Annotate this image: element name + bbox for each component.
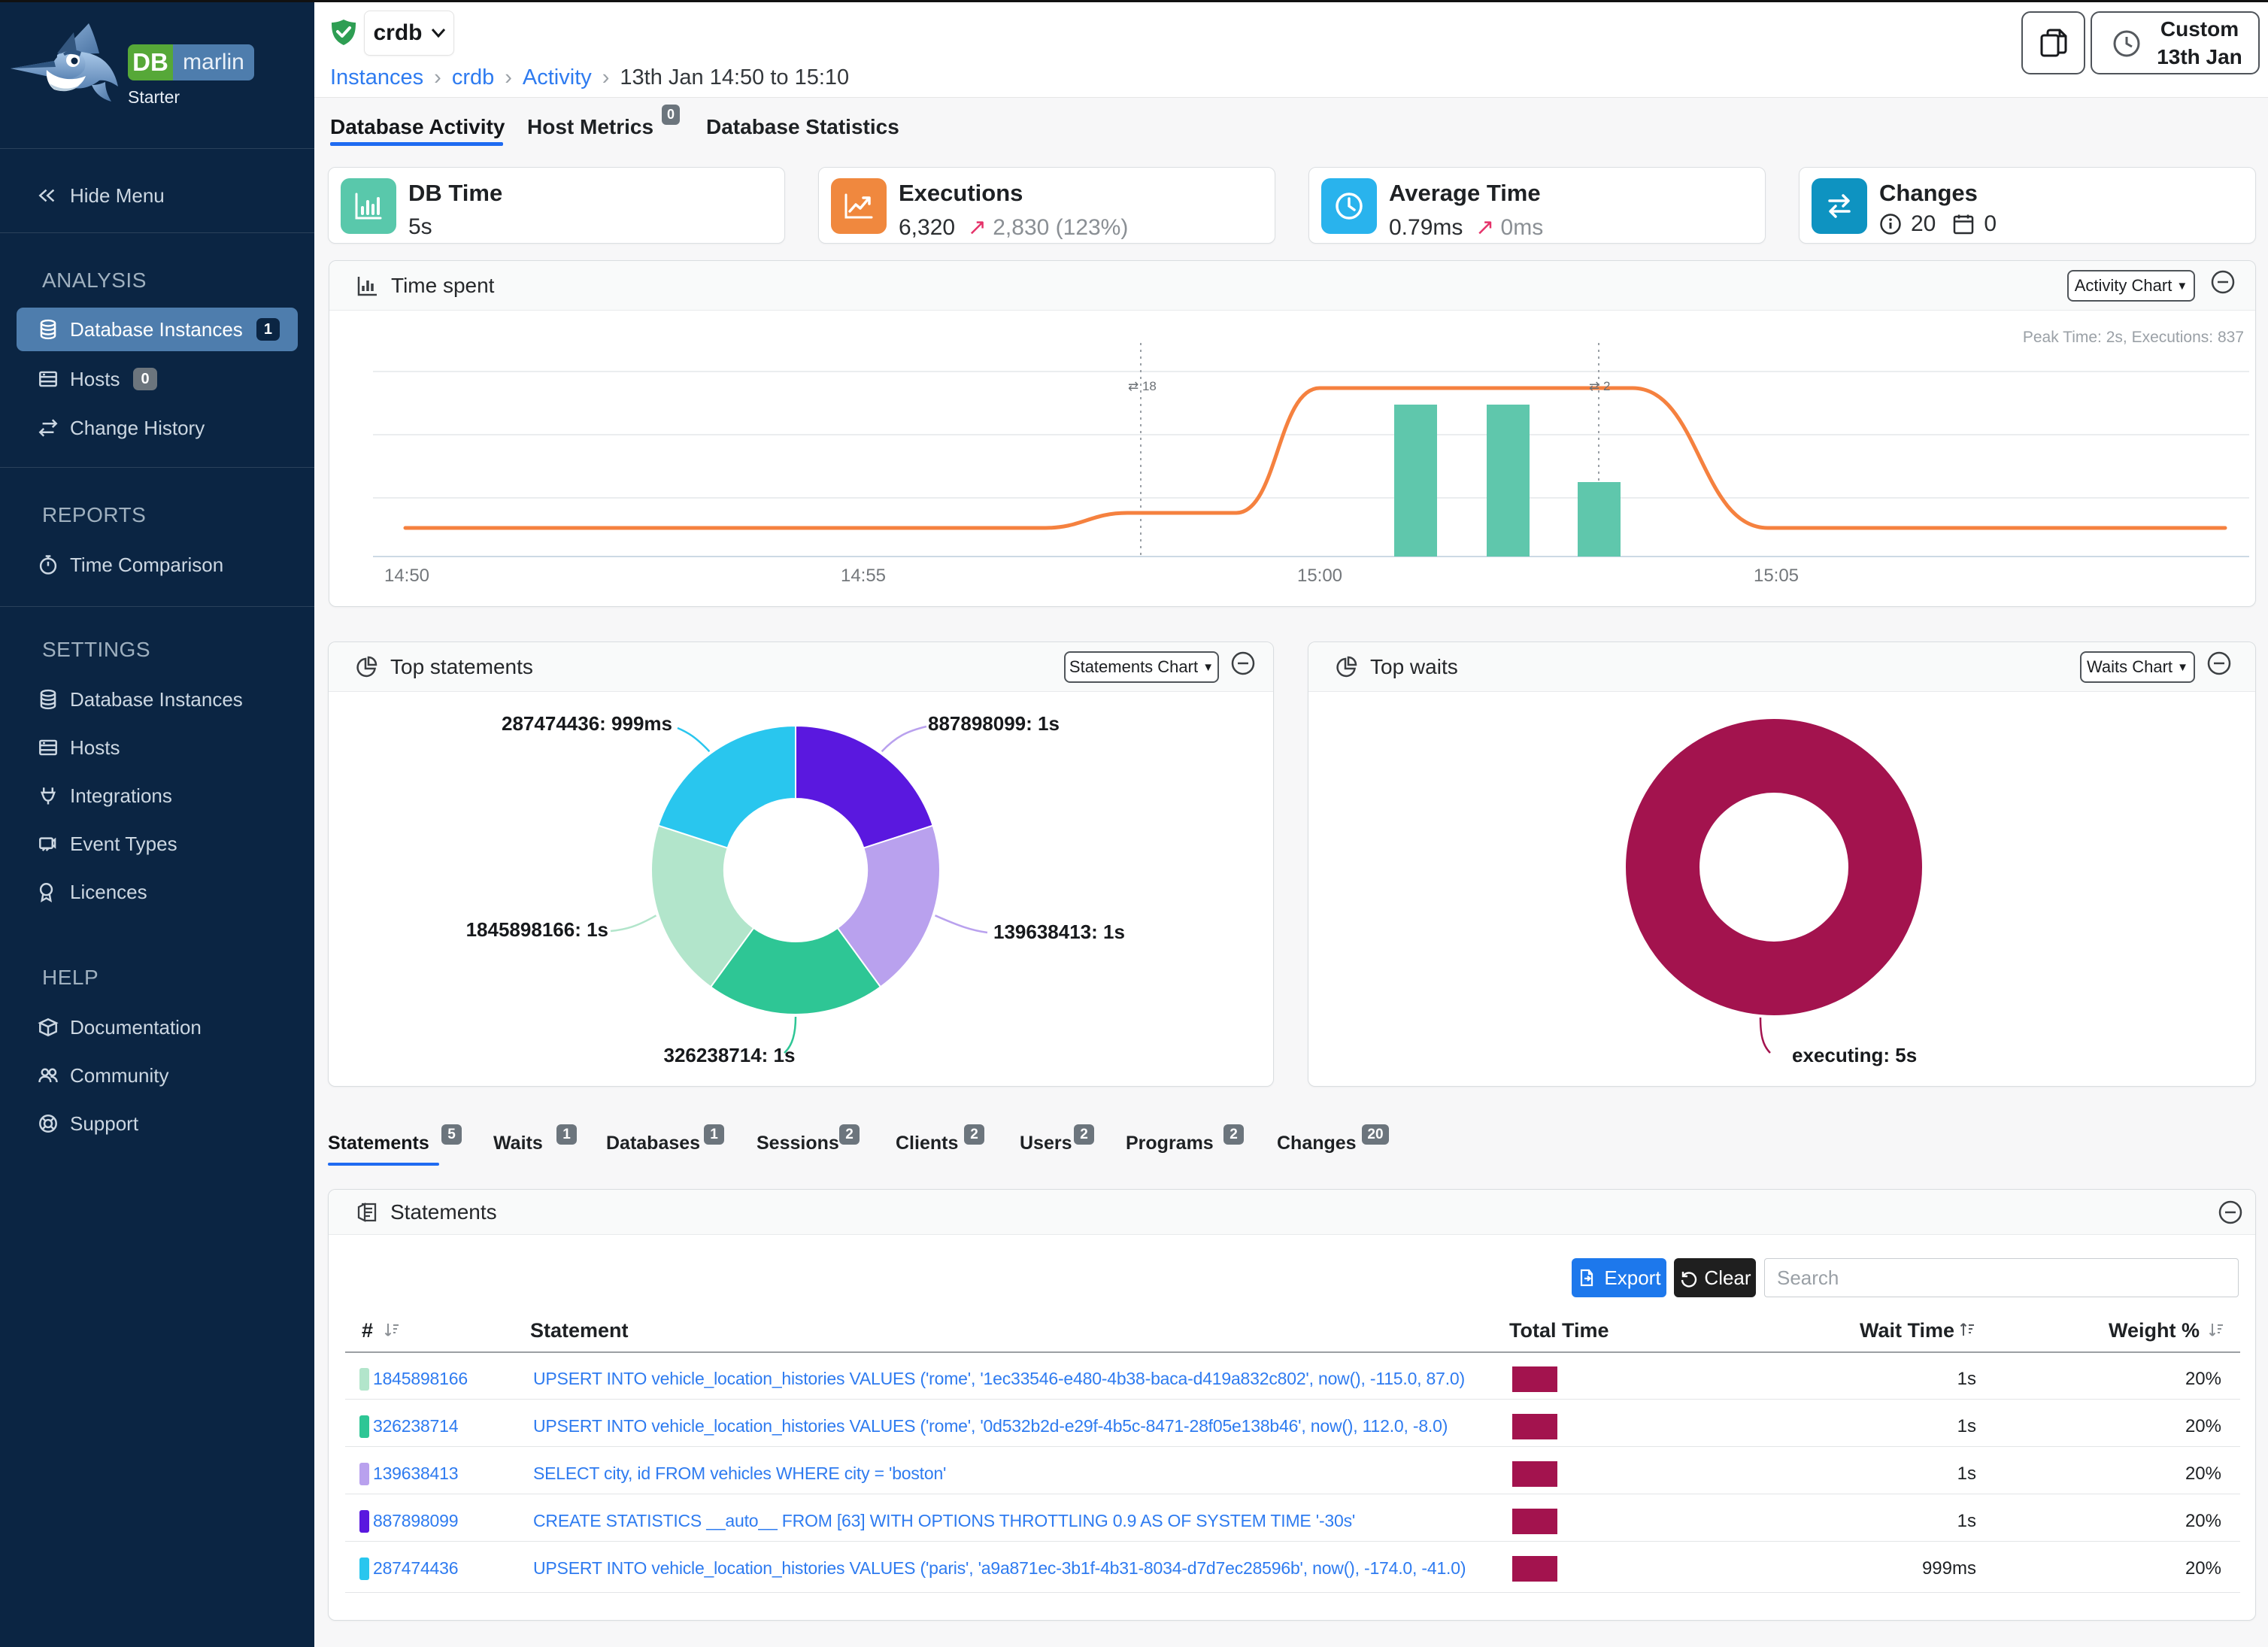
svg-text:⇄ 2: ⇄ 2 — [1589, 379, 1610, 393]
svg-text:Peak Time: 2s, Executions: 837: Peak Time: 2s, Executions: 837 — [2023, 329, 2244, 346]
svg-text:15:05: 15:05 — [1754, 566, 1799, 586]
svg-text:14:55: 14:55 — [841, 566, 886, 586]
svg-text:1845898166: 1s: 1845898166: 1s — [466, 918, 608, 941]
svg-text:887898099: 1s: 887898099: 1s — [928, 712, 1060, 735]
svg-text:287474436: 999ms: 287474436: 999ms — [502, 712, 672, 735]
svg-text:executing: 5s: executing: 5s — [1792, 1044, 1917, 1066]
svg-text:139638413: 1s: 139638413: 1s — [993, 921, 1125, 943]
svg-text:15:00: 15:00 — [1297, 566, 1342, 586]
svg-text:326238714: 1s: 326238714: 1s — [664, 1044, 796, 1066]
svg-text:14:50: 14:50 — [384, 566, 429, 586]
svg-text:⇄ 18: ⇄ 18 — [1128, 379, 1157, 393]
